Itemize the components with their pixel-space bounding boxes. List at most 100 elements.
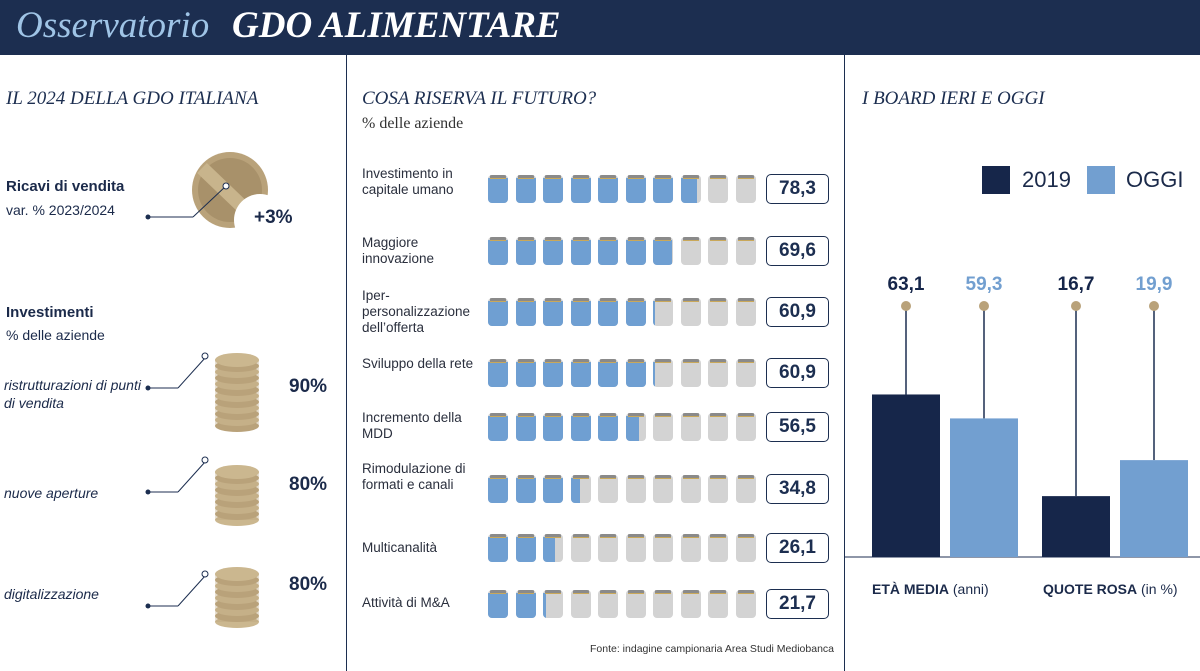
legend-swatch-oggi	[1087, 166, 1115, 194]
jar-fill	[625, 178, 646, 203]
jar-lid	[655, 534, 671, 538]
future-title: COSA RISERVA IL FUTURO?	[362, 88, 597, 109]
jar-icon	[543, 298, 563, 326]
jar-icon	[570, 237, 591, 265]
jar-lid	[655, 590, 671, 594]
jar-fill	[625, 240, 646, 265]
jar-icon	[735, 298, 756, 326]
jar-icon	[598, 475, 618, 503]
jar-icon	[680, 534, 701, 562]
leader-line	[177, 357, 206, 389]
jar-fill	[543, 240, 563, 265]
jar-icon	[543, 534, 563, 562]
value-box: 78,3	[766, 174, 829, 204]
jar-icon	[708, 175, 728, 203]
jar-icon	[735, 534, 756, 562]
revenue-label: Ricavi di vendita	[6, 178, 125, 195]
jar-lid	[490, 590, 506, 594]
jar-lid	[572, 413, 589, 417]
jar-lid	[572, 237, 589, 241]
investment-value: 80%	[289, 474, 328, 495]
jar-icon	[543, 359, 563, 387]
jar-fill	[543, 478, 563, 503]
jar-lid	[710, 413, 726, 417]
value-box: 60,9	[766, 358, 829, 388]
section-title-2024: IL 2024 DELLA GDO ITALIANA	[6, 88, 259, 109]
jar-icon	[708, 237, 728, 265]
stack-top	[215, 465, 259, 479]
bar-value-label: 16,7	[1058, 274, 1095, 295]
jar-icon	[680, 475, 701, 503]
jar-lid	[627, 413, 644, 417]
revenue-sub: var. % 2023/2024	[6, 202, 115, 218]
jar-lid	[710, 359, 726, 363]
stack-top	[215, 353, 259, 367]
divider	[844, 55, 845, 671]
jar-lid	[572, 298, 589, 302]
jar-fill	[625, 362, 646, 387]
jar-lid	[737, 175, 754, 179]
jar-lid	[737, 475, 754, 479]
jar-lid	[517, 590, 534, 594]
jar-fill	[488, 362, 508, 387]
jar-lid	[545, 237, 561, 241]
jar-icon	[708, 590, 728, 618]
jar-lid	[572, 175, 589, 179]
jar-lid	[682, 534, 699, 538]
jar-fill	[598, 301, 618, 326]
marker-dot	[1149, 301, 1159, 311]
jar-icon	[488, 475, 508, 503]
jar-icon	[735, 237, 756, 265]
jar-lid	[545, 413, 561, 417]
jar-icon	[570, 175, 591, 203]
jar-lid	[737, 413, 754, 417]
jar-icon	[735, 413, 756, 441]
jar-icon	[735, 475, 756, 503]
jar-fill	[488, 301, 508, 326]
jar-icon	[653, 475, 673, 503]
jar-icon	[570, 534, 591, 562]
jar-icon	[488, 534, 508, 562]
jar-lid	[710, 534, 726, 538]
jar-icon	[735, 175, 756, 203]
bar-2019	[1042, 496, 1110, 557]
revenue-value: +3%	[254, 207, 293, 228]
jar-lid	[517, 359, 534, 363]
jar-icon	[625, 359, 646, 387]
title-light: Osservatorio	[16, 5, 210, 46]
jar-lid	[627, 298, 644, 302]
jar-icon	[570, 359, 591, 387]
jar-icon	[708, 359, 728, 387]
row-label: Maggiore innovazione	[362, 235, 435, 266]
jar-icon	[653, 413, 673, 441]
jar-fill	[543, 362, 563, 387]
jar-icon	[488, 298, 508, 326]
investment-value: 80%	[289, 574, 328, 595]
jar-icon	[488, 590, 508, 618]
jar-fill	[570, 301, 591, 326]
jar-lid	[517, 237, 534, 241]
leader-line	[177, 461, 206, 493]
jar-lid	[682, 413, 699, 417]
jar-icon	[488, 175, 508, 203]
category-label: ETÀ MEDIA (anni)	[872, 581, 989, 597]
jar-fill	[515, 478, 536, 503]
jar-lid	[600, 298, 616, 302]
jar-icon	[543, 475, 563, 503]
value-box: 60,9	[766, 297, 829, 327]
jar-lid	[655, 413, 671, 417]
stack-body	[215, 574, 259, 622]
jar-icon	[515, 359, 536, 387]
jar-lid	[600, 413, 616, 417]
jar-icon	[570, 298, 591, 326]
jar-icon	[488, 359, 508, 387]
jar-lid	[655, 298, 671, 302]
marker-dot	[1071, 301, 1081, 311]
jar-lid	[682, 237, 699, 241]
jar-lid	[545, 590, 561, 594]
value-box: 21,7	[766, 589, 829, 619]
jar-icon	[598, 359, 618, 387]
legend-swatch-2019	[982, 166, 1010, 194]
jar-fill	[543, 178, 563, 203]
jar-icon	[653, 359, 673, 387]
